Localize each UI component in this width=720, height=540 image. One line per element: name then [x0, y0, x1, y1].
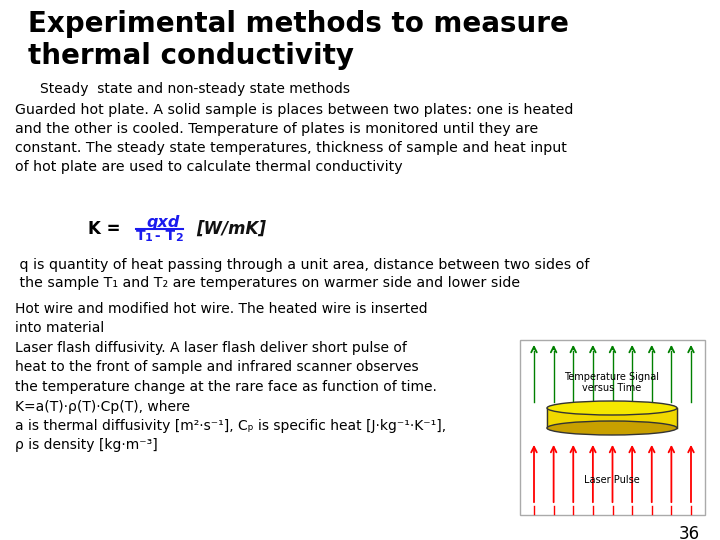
Text: the sample T₁ and T₂ are temperatures on warmer side and lower side: the sample T₁ and T₂ are temperatures on… [15, 276, 520, 290]
Text: Temperature Signal: Temperature Signal [564, 372, 660, 382]
Text: heat to the front of sample and infrared scanner observes: heat to the front of sample and infrared… [15, 361, 418, 375]
Text: 1: 1 [145, 233, 153, 243]
Text: a is thermal diffusivity [m²·s⁻¹], Cₚ is specific heat [J·kg⁻¹·K⁻¹],: a is thermal diffusivity [m²·s⁻¹], Cₚ is… [15, 419, 446, 433]
Text: q is quantity of heat passing through a unit area, distance between two sides of: q is quantity of heat passing through a … [15, 258, 590, 272]
Text: ρ is density [kg·m⁻³]: ρ is density [kg·m⁻³] [15, 438, 158, 453]
Text: Laser Pulse: Laser Pulse [584, 475, 640, 485]
Text: the temperature change at the rare face as function of time.: the temperature change at the rare face … [15, 380, 437, 394]
Text: Experimental methods to measure: Experimental methods to measure [28, 10, 569, 38]
Bar [520, 340, 705, 515]
Text: K =: K = [88, 220, 126, 238]
Text: thermal conductivity: thermal conductivity [28, 42, 354, 70]
Ellipse shape [547, 401, 677, 415]
Text: Guarded hot plate. A solid sample is places between two plates: one is heated
an: Guarded hot plate. A solid sample is pla… [15, 103, 573, 174]
Ellipse shape [547, 421, 677, 435]
Text: Hot wire and modified hot wire. The heated wire is inserted: Hot wire and modified hot wire. The heat… [15, 302, 428, 316]
Text: qxd: qxd [146, 215, 179, 231]
Text: Laser flash diffusivity. A laser flash deliver short pulse of: Laser flash diffusivity. A laser flash d… [15, 341, 407, 355]
Text: - T: - T [150, 229, 175, 243]
Text: K=a(T)·ρ(T)·Cp(T), where: K=a(T)·ρ(T)·Cp(T), where [15, 400, 190, 414]
Text: T: T [136, 229, 145, 243]
Text: 36: 36 [679, 525, 700, 540]
Text: Steady  state and non-steady state methods: Steady state and non-steady state method… [40, 82, 350, 96]
Text: 2: 2 [175, 233, 183, 243]
Bar [547, 408, 677, 428]
Text: versus Time: versus Time [582, 383, 642, 393]
Text: into material: into material [15, 321, 104, 335]
Text: [W/mK]: [W/mK] [196, 220, 266, 238]
